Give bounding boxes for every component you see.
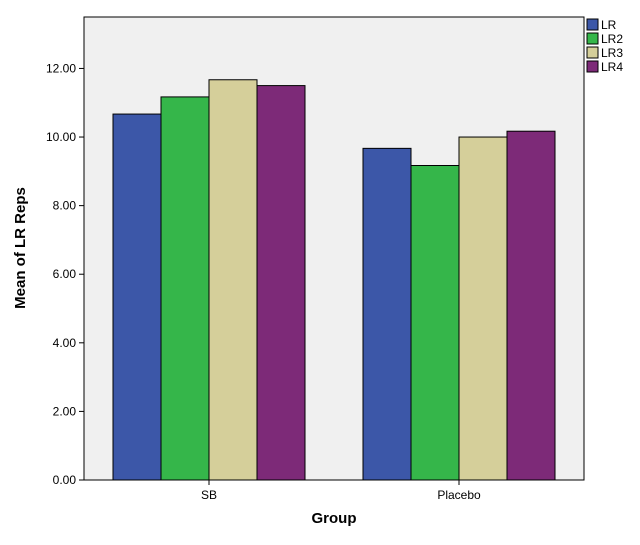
legend-label-lr4: LR4 xyxy=(601,60,623,74)
x-axis: SB Placebo xyxy=(201,480,481,502)
bar-lr3-sb xyxy=(208,79,258,481)
bar-lr-placebo xyxy=(362,147,412,481)
legend-label-lr2: LR2 xyxy=(601,32,623,46)
bars-group xyxy=(112,79,556,481)
legend-swatch-lr xyxy=(586,18,599,31)
bar-lr4-sb xyxy=(256,85,306,481)
y-axis: 0.00 2.00 4.00 6.00 8.00 10.00 12.00 xyxy=(46,61,84,487)
legend-swatch-lr2 xyxy=(586,32,599,45)
bar-lr4-placebo xyxy=(506,130,556,481)
y-tick-label: 8.00 xyxy=(53,199,77,213)
bar-lr2-placebo xyxy=(410,165,460,481)
y-tick-label: 6.00 xyxy=(53,267,77,281)
bar-lr3-placebo xyxy=(458,136,508,481)
legend-swatch-lr3 xyxy=(586,46,599,59)
x-tick-label: Placebo xyxy=(437,488,481,502)
y-tick-label: 4.00 xyxy=(53,336,77,350)
x-tick-label: SB xyxy=(201,488,217,502)
legend-label-lr3: LR3 xyxy=(601,46,623,60)
y-tick-label: 10.00 xyxy=(46,130,76,144)
y-axis-title: Mean of LR Reps xyxy=(12,187,29,309)
y-tick-label: 2.00 xyxy=(53,404,77,418)
bar-lr2-sb xyxy=(160,96,210,481)
x-axis-title: Group xyxy=(312,510,357,527)
bar-lr-sb xyxy=(112,113,162,481)
y-tick-label: 0.00 xyxy=(53,473,77,487)
legend-swatch-lr4 xyxy=(586,60,599,73)
legend-label-lr: LR xyxy=(601,18,617,32)
y-tick-label: 12.00 xyxy=(46,61,76,75)
